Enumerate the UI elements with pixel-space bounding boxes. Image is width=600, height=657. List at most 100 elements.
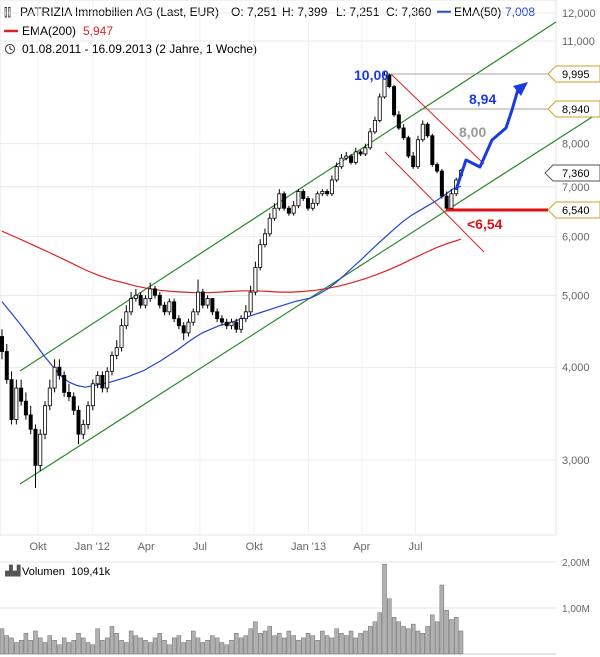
- candle-body: [439, 170, 444, 197]
- x-tick-label: Okt: [29, 541, 46, 553]
- candle: [109, 351, 114, 376]
- candle: [320, 189, 325, 197]
- x-tick-label: Jan '12: [75, 541, 110, 553]
- volume-bar: [191, 630, 196, 655]
- candle: [23, 392, 28, 420]
- candle-body: [38, 433, 43, 466]
- candle-body: [291, 205, 296, 214]
- candle-body: [277, 193, 282, 209]
- volume-bar: [14, 642, 19, 655]
- annotations: 10,00 8,94 8,00 <6,54: [354, 67, 503, 232]
- candle: [415, 135, 420, 169]
- candle: [277, 189, 282, 211]
- volume-label: Volumen: [22, 566, 65, 578]
- candle-body: [176, 318, 181, 327]
- candle: [439, 168, 444, 199]
- candle-body: [444, 195, 449, 209]
- candle: [191, 308, 196, 326]
- volume-bar: [281, 637, 287, 655]
- volume-bar: [33, 630, 38, 655]
- candle-body: [143, 298, 148, 306]
- volume-bar: [377, 612, 382, 655]
- volume-bar: [420, 633, 425, 655]
- volume-bar: [109, 626, 115, 655]
- candle-body: [239, 318, 244, 330]
- candle: [200, 288, 205, 309]
- candle-body: [315, 193, 320, 204]
- volume-bar: [267, 626, 272, 655]
- volume-bar: [90, 644, 96, 655]
- candle: [138, 292, 143, 309]
- candle: [81, 419, 86, 440]
- candle: [71, 392, 76, 415]
- volume-bar: [286, 630, 292, 655]
- candle: [358, 149, 363, 157]
- candle: [239, 315, 244, 333]
- volume-bar: [238, 637, 244, 655]
- candle: [392, 84, 397, 117]
- volume-bar: [114, 633, 119, 655]
- volume-bar: [320, 630, 325, 655]
- volume-bar: [425, 626, 430, 655]
- candle-body: [109, 354, 114, 372]
- candle: [14, 379, 19, 425]
- candle-body: [172, 301, 177, 320]
- candle-body: [396, 114, 401, 129]
- volume-bar: [95, 628, 100, 655]
- candle: [291, 200, 296, 216]
- volume-bar: [305, 633, 311, 655]
- ema50-label: EMA(50): [454, 5, 501, 19]
- volume-bar: [372, 621, 378, 655]
- candle-body: [310, 202, 315, 209]
- volume-bar: [9, 637, 14, 655]
- volume-icon: ▟▟: [4, 564, 21, 577]
- volume-bar: [439, 584, 445, 655]
- price-box-7360: [544, 164, 600, 182]
- volume-bar: [133, 635, 139, 655]
- candle-body: [305, 198, 310, 209]
- candle-body: [368, 131, 373, 149]
- volume-bar: [81, 637, 86, 655]
- instrument-name: PATRIZIA Immobilien AG (Last, EUR): [20, 5, 219, 19]
- peak-label: 10,00: [354, 67, 389, 83]
- volume-bar: [434, 621, 440, 655]
- candle: [353, 147, 358, 165]
- volume-bar: [0, 628, 5, 655]
- candle: [210, 298, 215, 316]
- candle-body: [90, 383, 95, 407]
- volume-bar: [229, 640, 234, 655]
- candle-body: [272, 207, 277, 219]
- volume-bar: [272, 635, 277, 655]
- candle: [401, 124, 406, 140]
- close-value: C: 7,360: [386, 5, 432, 19]
- candle: [86, 401, 91, 430]
- volume-bar: [148, 642, 153, 655]
- volume-bar: [406, 628, 411, 655]
- candle-body: [114, 347, 119, 356]
- ema200-path: [1, 230, 462, 294]
- ema50-value: 7,008: [505, 5, 535, 19]
- candle: [43, 401, 48, 440]
- candle: [315, 191, 320, 206]
- candle: [262, 228, 267, 248]
- volume-bar: [348, 630, 354, 655]
- x-tick-label: Jul: [408, 541, 422, 553]
- y-tick-label: 12,000: [562, 8, 596, 20]
- trend-lines: [19, 21, 600, 485]
- candle: [387, 73, 392, 89]
- candle-body: [253, 267, 258, 293]
- candle: [114, 340, 119, 360]
- volume-bar: [214, 637, 220, 655]
- candle-body: [157, 294, 162, 306]
- candle: [148, 282, 153, 302]
- forecast-arrow-line: [454, 85, 521, 191]
- volume-bar: [200, 642, 206, 655]
- candle-body: [219, 318, 224, 323]
- candle: [349, 153, 354, 165]
- candle: [420, 120, 425, 142]
- candle: [339, 153, 344, 169]
- candle: [382, 71, 387, 99]
- candle: [406, 135, 411, 159]
- candle-body: [420, 123, 425, 141]
- candle-body: [358, 151, 363, 155]
